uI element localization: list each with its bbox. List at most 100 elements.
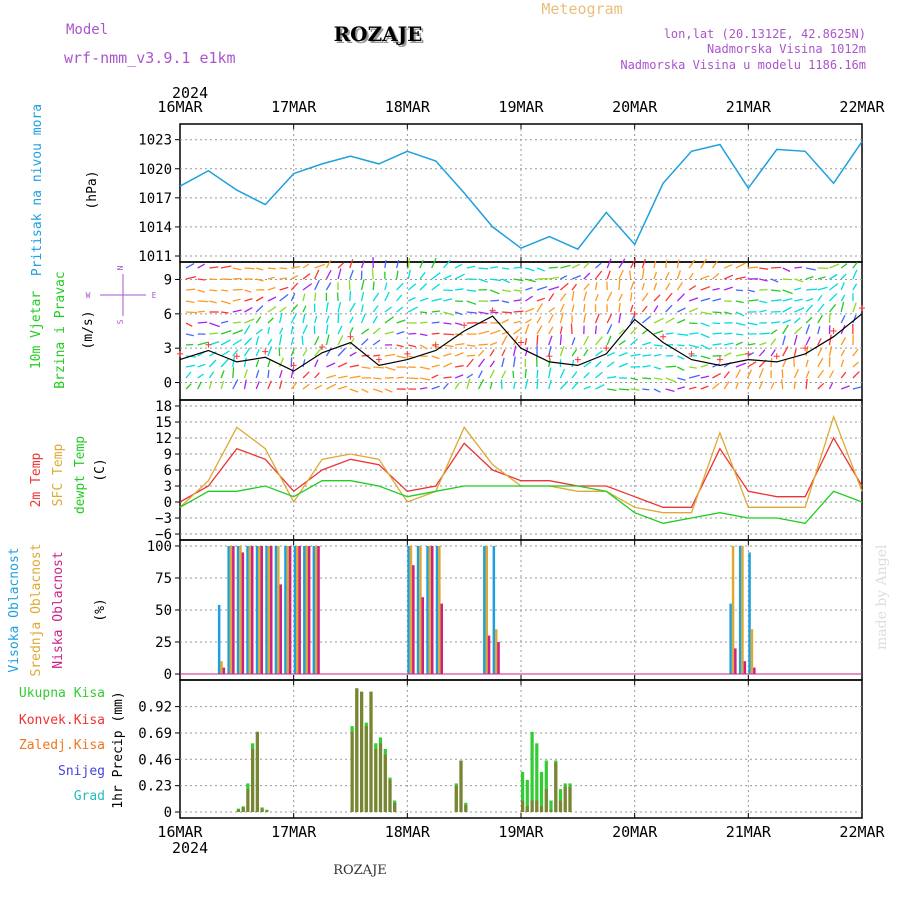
precip-conv-bar	[355, 688, 359, 812]
wind-arrow	[700, 322, 710, 327]
wind-arrow	[747, 322, 758, 326]
wind-arrow	[208, 371, 215, 379]
wind-gust-marker	[631, 310, 638, 317]
wind-arrow	[302, 383, 310, 390]
cloud-low-bar	[279, 584, 282, 674]
wind-arrow	[349, 388, 359, 393]
wind-arrow	[384, 366, 396, 371]
time-tick-label-top: 18MAR	[385, 98, 431, 116]
wind-arrow	[712, 372, 722, 379]
wind-arrow	[571, 263, 581, 269]
wind-arrow	[513, 289, 523, 292]
wind-arrow	[828, 346, 833, 357]
wind-arrow	[466, 265, 476, 269]
wind-arrow	[291, 275, 299, 280]
wind-arrow	[279, 306, 287, 313]
wind-arrow	[571, 274, 581, 280]
wind-arrow	[290, 337, 294, 346]
wind-arrow	[677, 307, 686, 313]
wind-arrow	[279, 267, 288, 270]
wind-arrow	[583, 335, 590, 346]
wind-arrow	[232, 321, 241, 324]
wind-arrow	[267, 360, 271, 368]
wind-arrow	[583, 304, 586, 313]
model-elevation-label: Nadmorska Visina u modelu 1186.16m	[620, 58, 866, 72]
wind-arrow	[559, 312, 564, 324]
cloud-low-bar	[487, 635, 491, 674]
cloud-mid-bar	[220, 661, 223, 674]
value-tick-label: 12	[155, 431, 172, 447]
wind-arrow	[267, 306, 277, 313]
wind-arrow	[477, 370, 483, 379]
wind-arrow	[524, 295, 534, 302]
wind-arrow	[477, 378, 485, 390]
wind-arrow	[629, 292, 633, 302]
precip-conv-bar	[525, 806, 529, 812]
wind-arrow	[852, 262, 858, 269]
wind-arrow	[677, 355, 685, 360]
wind-arrow	[314, 336, 320, 346]
wind-arrow	[548, 286, 560, 291]
wind-arrow	[301, 335, 304, 346]
wind-arrow	[349, 302, 356, 313]
wind-arrow	[209, 322, 220, 328]
cloud-mid-bar	[741, 546, 744, 674]
wind-arrow	[793, 368, 799, 379]
wind-gust-marker	[802, 345, 809, 352]
wind-arrow	[360, 304, 364, 313]
wind-arrow	[501, 349, 506, 357]
wind-arrow	[185, 300, 195, 304]
wind-arrow	[326, 374, 336, 379]
wind-arrow	[782, 359, 787, 368]
wind-arrow	[244, 297, 253, 302]
wind-arrow	[805, 359, 809, 368]
wind-arrow	[840, 301, 845, 313]
wind-arrow	[490, 278, 502, 282]
wind-gust-marker	[603, 345, 610, 352]
wind-arrow	[642, 341, 652, 346]
wind-arrow	[688, 297, 699, 302]
wind-arrow	[583, 348, 589, 357]
precip-conv-bar	[360, 691, 364, 812]
wind-arrow	[829, 273, 838, 280]
wind-arrow	[805, 267, 816, 271]
wind-arrow	[220, 358, 229, 368]
wind-arrow	[407, 283, 417, 291]
precip-conv-bar	[454, 785, 458, 812]
wind-arrow	[431, 385, 440, 390]
wind-arrow	[817, 276, 826, 280]
wind-arrow	[805, 316, 813, 324]
wind-arrow	[828, 303, 837, 313]
wind-arrow	[255, 336, 260, 346]
lonlat-label: lon,lat (20.1312E, 42.8625N)	[664, 27, 866, 41]
wind-arrow	[384, 282, 388, 291]
wind-arrow	[712, 343, 722, 346]
wind-speed-line	[179, 313, 863, 372]
wind-arrow	[817, 369, 825, 379]
footer-station: ROZAJE	[333, 863, 387, 878]
wind-gust-marker	[262, 348, 269, 355]
wind-arrow	[840, 294, 846, 302]
wind-arrow	[243, 357, 247, 368]
wind-arrow	[712, 298, 722, 302]
wind-arrow	[501, 331, 510, 335]
wind-arrow	[723, 352, 732, 357]
cloud-high-bar	[236, 546, 240, 674]
precip-hail-label: Grad	[74, 789, 105, 804]
wind-arrow	[197, 263, 206, 269]
wind-arrow	[431, 374, 439, 379]
wind-gust-marker	[773, 353, 780, 360]
precip-conv-bar	[260, 808, 264, 812]
wind-arrow	[209, 332, 219, 335]
wind-arrow	[548, 326, 554, 335]
wind-arrow	[325, 259, 332, 269]
wind-arrow	[256, 278, 264, 282]
wind-arrow	[220, 339, 231, 346]
wind-arrow	[209, 266, 219, 269]
wind-arrow	[396, 306, 404, 313]
wind-arrow	[560, 264, 571, 269]
wind-arrow	[290, 293, 296, 302]
wind-arrow	[583, 372, 590, 379]
wind-arrow	[653, 260, 657, 269]
wind-arrow	[325, 269, 332, 280]
